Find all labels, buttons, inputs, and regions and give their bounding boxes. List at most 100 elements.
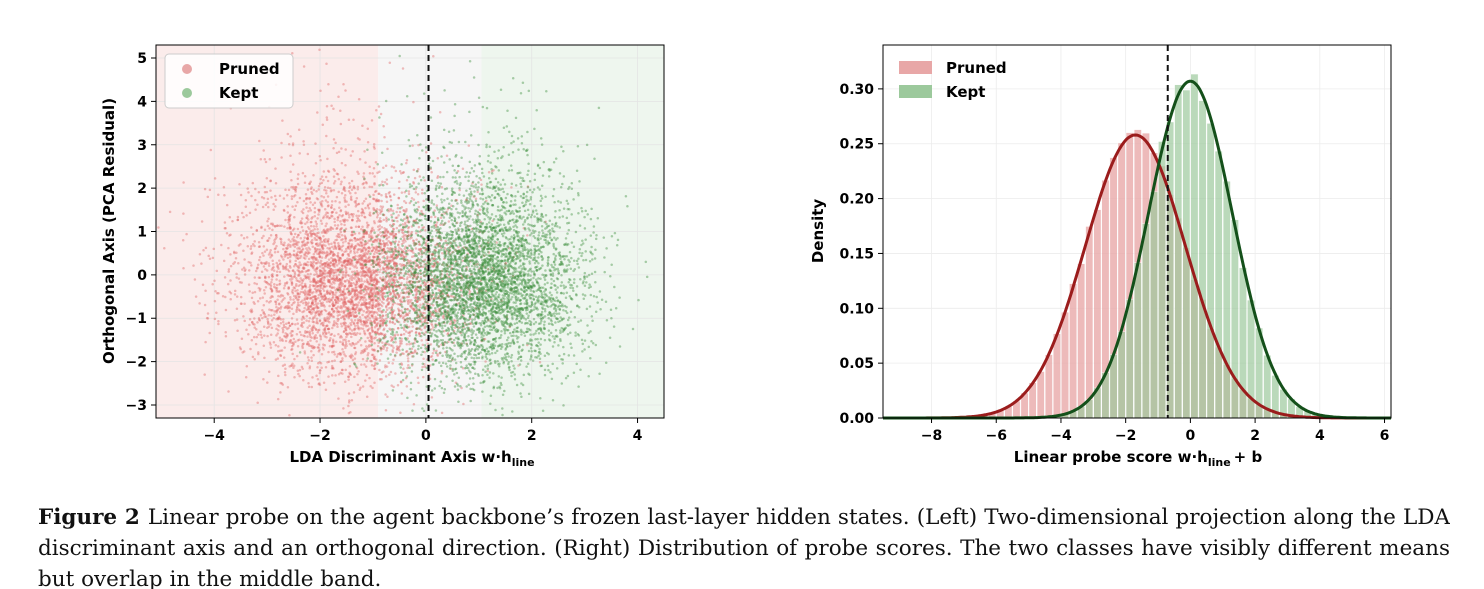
- scatter-point-pruned: [344, 340, 348, 344]
- scatter-point-pruned: [390, 305, 394, 309]
- scatter-point-pruned: [424, 229, 427, 232]
- scatter-point-pruned: [418, 331, 421, 335]
- scatter-point-pruned: [274, 358, 278, 361]
- scatter-point-pruned: [368, 185, 371, 189]
- scatter-point-pruned: [296, 274, 300, 277]
- scatter-point-pruned: [353, 375, 356, 379]
- scatter-point-pruned: [378, 270, 381, 274]
- scatter-point-pruned: [251, 181, 255, 185]
- scatter-point-pruned: [224, 295, 227, 299]
- scatter-point-pruned: [286, 211, 290, 214]
- scatter-point-pruned: [396, 220, 399, 223]
- scatter-point-pruned: [340, 226, 343, 230]
- scatter-point-pruned: [344, 148, 347, 151]
- scatter-point-pruned: [420, 289, 424, 293]
- scatter-point-kept: [406, 253, 409, 256]
- scatter-point-pruned: [382, 275, 385, 279]
- scatter-point-pruned: [382, 328, 385, 332]
- scatter-point-pruned: [378, 249, 382, 253]
- scatter-point-pruned: [307, 319, 311, 323]
- scatter-point-pruned: [326, 179, 330, 183]
- scatter-point-pruned: [337, 297, 340, 300]
- scatter-point-pruned: [430, 294, 434, 297]
- scatter-point-pruned: [357, 277, 360, 281]
- scatter-point-pruned: [347, 307, 350, 311]
- scatter-point-kept: [610, 317, 613, 320]
- scatter-point-pruned: [299, 277, 302, 280]
- scatter-point-kept: [506, 109, 509, 112]
- scatter-point-pruned: [403, 247, 407, 250]
- scatter-point-kept: [546, 313, 550, 316]
- scatter-point-pruned: [338, 201, 341, 204]
- scatter-point-pruned: [275, 305, 278, 309]
- scatter-point-pruned: [303, 274, 307, 277]
- scatter-point-pruned: [417, 205, 421, 209]
- scatter-point-pruned: [334, 301, 338, 305]
- scatter-point-pruned: [374, 189, 378, 193]
- scatter-point-pruned: [436, 265, 439, 269]
- scatter-point-pruned: [352, 247, 356, 251]
- scatter-point-pruned: [411, 355, 414, 358]
- scatter-point-pruned: [257, 191, 261, 194]
- scatter-point-pruned: [269, 234, 273, 237]
- scatter-point-pruned: [244, 375, 248, 379]
- scatter-point-pruned: [308, 333, 312, 337]
- scatter-point-pruned: [294, 188, 297, 191]
- scatter-point-pruned: [380, 292, 383, 295]
- scatter-point-pruned: [352, 321, 356, 325]
- scatter-point-pruned: [368, 255, 371, 259]
- scatter-point-pruned: [418, 306, 422, 309]
- scatter-point-pruned: [340, 180, 343, 184]
- scatter-point-pruned: [240, 281, 243, 284]
- scatter-point-pruned: [343, 234, 347, 238]
- scatter-point-pruned: [266, 317, 269, 321]
- scatter-point-kept: [553, 201, 556, 204]
- scatter-point-pruned: [262, 265, 266, 268]
- scatter-point-pruned: [275, 288, 278, 292]
- scatter-point-pruned: [383, 287, 387, 290]
- scatter-point-pruned: [324, 388, 328, 391]
- scatter-point-pruned: [349, 191, 352, 195]
- scatter-point-kept: [432, 328, 436, 332]
- scatter-point-pruned: [378, 192, 381, 196]
- scatter-point-pruned: [307, 307, 310, 311]
- scatter-point-pruned: [379, 346, 382, 349]
- scatter-point-pruned: [270, 280, 273, 284]
- scatter-point-pruned: [350, 329, 354, 332]
- scatter-point-pruned: [326, 271, 330, 274]
- scatter-point-pruned: [414, 247, 418, 250]
- scatter-point-pruned: [379, 112, 383, 116]
- scatter-point-pruned: [372, 355, 376, 359]
- scatter-point-pruned: [297, 233, 300, 237]
- scatter-point-pruned: [418, 266, 421, 269]
- scatter-point-pruned: [271, 263, 275, 266]
- scatter-point-pruned: [320, 309, 324, 313]
- scatter-point-pruned: [347, 324, 350, 327]
- scatter-point-pruned: [292, 286, 296, 289]
- scatter-point-pruned: [334, 295, 338, 299]
- scatter-point-pruned: [262, 312, 265, 315]
- scatter-point-pruned: [355, 279, 358, 282]
- scatter-point-pruned: [374, 292, 378, 295]
- scatter-point-pruned: [406, 216, 409, 219]
- scatter-point-pruned: [314, 300, 317, 304]
- scatter-point-pruned: [348, 371, 351, 375]
- scatter-point-pruned: [331, 258, 335, 261]
- scatter-point-pruned: [366, 280, 370, 284]
- scatter-point-pruned: [365, 311, 368, 314]
- scatter-point-pruned: [302, 291, 306, 294]
- scatter-point-pruned: [360, 256, 363, 259]
- scatter-point-pruned: [330, 299, 333, 302]
- scatter-point-pruned: [387, 361, 391, 365]
- scatter-point-pruned: [335, 355, 339, 358]
- scatter-point-pruned: [384, 164, 388, 168]
- scatter-point-pruned: [417, 143, 420, 147]
- scatter-point-pruned: [389, 198, 393, 202]
- scatter-point-pruned: [315, 320, 319, 323]
- scatter-point-pruned: [332, 339, 335, 343]
- scatter-point-pruned: [380, 371, 384, 374]
- scatter-point-pruned: [436, 323, 440, 327]
- scatter-point-pruned: [366, 336, 370, 340]
- scatter-point-pruned: [229, 264, 233, 268]
- scatter-point-pruned: [295, 277, 298, 280]
